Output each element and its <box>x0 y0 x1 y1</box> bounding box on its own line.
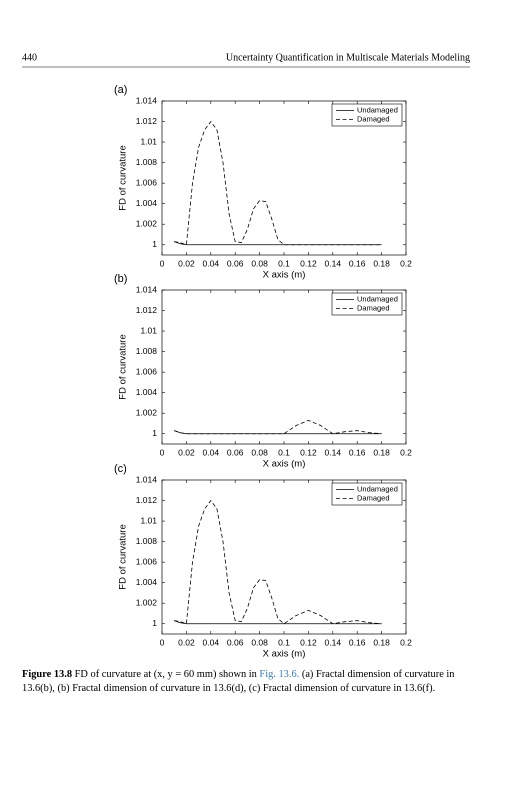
panel-label: (a) <box>114 84 127 96</box>
x-tick-label: 0 <box>160 447 165 457</box>
x-tick-label: 0.18 <box>373 258 390 268</box>
y-tick-label: 1.008 <box>136 157 158 167</box>
y-tick-label: 1.01 <box>140 515 157 525</box>
x-tick-label: 0 <box>160 258 165 268</box>
legend-label: Damaged <box>357 303 390 312</box>
x-tick-label: 0.04 <box>203 637 220 647</box>
x-tick-label: 0.08 <box>251 637 268 647</box>
x-tick-label: 0.1 <box>278 637 290 647</box>
data-line <box>174 499 382 625</box>
legend-label: Undamaged <box>357 484 398 493</box>
y-tick-label: 1 <box>152 428 157 438</box>
caption-label: Figure 13.8 <box>22 669 73 680</box>
y-tick-label: 1.004 <box>136 198 158 208</box>
figure-caption: Figure 13.8 FD of curvature at (x, y = 6… <box>22 668 474 696</box>
x-axis-label: X axis (m) <box>263 649 306 660</box>
x-tick-label: 0.18 <box>373 637 390 647</box>
running-title: Uncertainty Quantification in Multiscale… <box>226 52 470 63</box>
y-tick-label: 1.002 <box>136 597 158 607</box>
x-tick-label: 0.2 <box>400 447 412 457</box>
y-axis-label: FD of curvature <box>118 524 129 589</box>
x-tick-label: 0.16 <box>349 258 366 268</box>
x-tick-label: 0.14 <box>325 637 342 647</box>
x-tick-label: 0.16 <box>349 447 366 457</box>
data-line <box>174 241 382 246</box>
y-tick-label: 1.012 <box>136 116 158 126</box>
x-tick-label: 0 <box>160 637 165 647</box>
x-tick-label: 0.02 <box>178 637 195 647</box>
x-tick-label: 0.12 <box>300 637 317 647</box>
y-tick-label: 1.01 <box>140 325 157 335</box>
y-tick-label: 1.002 <box>136 218 158 228</box>
data-line <box>174 120 382 246</box>
x-tick-label: 0.08 <box>251 258 268 268</box>
y-tick-label: 1.004 <box>136 387 158 397</box>
x-tick-label: 0.14 <box>325 258 342 268</box>
x-tick-label: 0.02 <box>178 447 195 457</box>
y-tick-label: 1.012 <box>136 495 158 505</box>
x-tick-label: 0.18 <box>373 447 390 457</box>
x-tick-label: 0.12 <box>300 447 317 457</box>
x-tick-label: 0.06 <box>227 258 244 268</box>
panel-label: (b) <box>114 273 127 285</box>
legend-label: Undamaged <box>357 294 398 303</box>
legend-label: Undamaged <box>357 105 398 114</box>
x-tick-label: 0.2 <box>400 637 412 647</box>
page-number: 440 <box>22 52 37 63</box>
x-axis-label: X axis (m) <box>263 270 306 281</box>
caption-text: (a) Fractal dimension of curvature in 13… <box>22 669 455 694</box>
y-tick-label: 1.008 <box>136 346 158 356</box>
y-tick-label: 1.01 <box>140 136 157 146</box>
x-tick-label: 0.04 <box>203 258 220 268</box>
x-tick-label: 0.02 <box>178 258 195 268</box>
y-tick-label: 1.002 <box>136 407 158 417</box>
data-line <box>174 620 382 625</box>
x-tick-label: 0.16 <box>349 637 366 647</box>
caption-text: FD of curvature at (x, y = 60 mm) shown … <box>74 669 260 680</box>
x-tick-label: 0.1 <box>278 258 290 268</box>
x-tick-label: 0.06 <box>227 447 244 457</box>
y-axis-label: FD of curvature <box>118 145 129 210</box>
y-tick-label: 1.008 <box>136 536 158 546</box>
y-tick-label: 1.012 <box>136 305 158 315</box>
y-tick-label: 1.006 <box>136 177 158 187</box>
legend-box <box>331 292 403 316</box>
y-tick-label: 1.004 <box>136 577 158 587</box>
x-tick-label: 0.2 <box>400 258 412 268</box>
y-tick-label: 1.006 <box>136 556 158 566</box>
x-tick-label: 0.04 <box>203 447 220 457</box>
y-axis-label: FD of curvature <box>118 334 129 399</box>
y-tick-label: 1 <box>152 239 157 249</box>
x-tick-label: 0.08 <box>251 447 268 457</box>
x-tick-label: 0.1 <box>278 447 290 457</box>
x-tick-label: 0.12 <box>300 258 317 268</box>
x-tick-label: 0.06 <box>227 637 244 647</box>
y-tick-label: 1 <box>152 618 157 628</box>
panel-label: (c) <box>114 463 127 475</box>
legend-box <box>331 482 403 506</box>
legend-box <box>331 103 403 127</box>
data-line <box>174 419 382 435</box>
y-tick-label: 1.014 <box>136 284 158 294</box>
legend-label: Damaged <box>357 114 390 123</box>
x-tick-label: 0.14 <box>325 447 342 457</box>
y-tick-label: 1.006 <box>136 366 158 376</box>
y-tick-label: 1.014 <box>136 95 158 105</box>
y-tick-label: 1.014 <box>136 474 158 484</box>
legend-label: Damaged <box>357 493 390 502</box>
x-axis-label: X axis (m) <box>263 459 306 470</box>
caption-link[interactable]: Fig. 13.6. <box>259 669 300 680</box>
